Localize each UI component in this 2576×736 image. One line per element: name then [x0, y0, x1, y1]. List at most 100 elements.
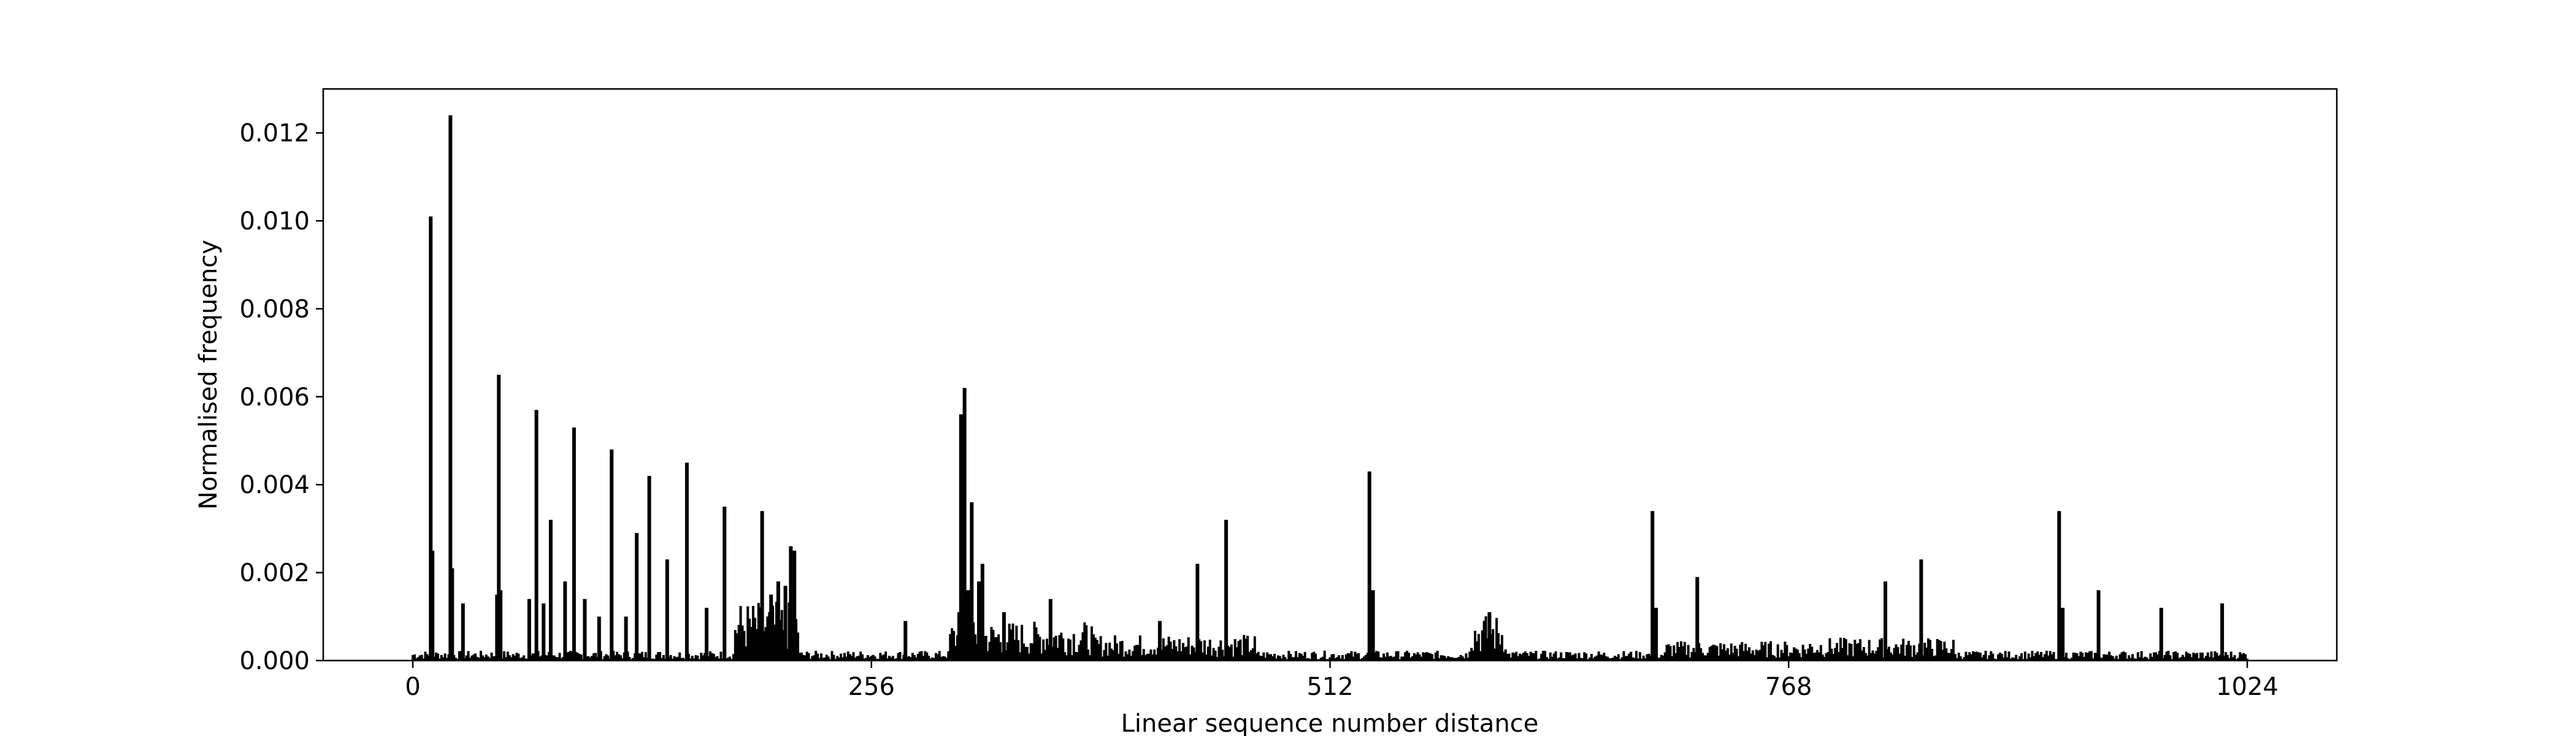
bar — [1346, 653, 1349, 661]
bar — [1968, 652, 1971, 661]
bar — [1633, 657, 1636, 661]
bar — [718, 658, 721, 661]
bar-peak — [962, 388, 967, 661]
bar-peak — [980, 564, 984, 661]
bar — [1953, 654, 1957, 661]
bar — [1219, 640, 1222, 661]
bar — [445, 657, 448, 661]
bar — [1253, 636, 1256, 661]
bar — [1906, 645, 1908, 661]
bar — [816, 653, 819, 661]
bar — [474, 653, 477, 661]
bar — [1387, 656, 1390, 661]
bar — [1087, 650, 1090, 661]
bar — [2131, 654, 2134, 661]
bar — [1185, 646, 1188, 661]
bar — [1135, 645, 1138, 661]
bar — [943, 656, 946, 661]
bar — [1138, 635, 1141, 661]
bar — [1241, 655, 1244, 661]
bar — [1980, 657, 1984, 661]
bar — [587, 656, 590, 661]
bar — [1513, 653, 1516, 661]
bar — [1679, 641, 1682, 661]
bar — [1936, 638, 1939, 661]
bar — [1452, 657, 1455, 661]
bar — [745, 646, 748, 661]
bar — [1210, 655, 1213, 661]
bar — [1544, 651, 1546, 661]
bar — [836, 656, 839, 661]
bar — [2194, 653, 2197, 661]
bar — [1391, 657, 1394, 661]
bar — [1389, 656, 1392, 661]
bar — [1106, 655, 1110, 661]
bar — [1237, 641, 1240, 661]
bar — [1791, 653, 1794, 661]
bar — [1097, 644, 1100, 661]
bar — [1443, 656, 1446, 661]
bar — [443, 653, 447, 661]
bar — [1386, 652, 1389, 661]
bar — [1167, 637, 1170, 661]
bar-peak — [635, 533, 639, 661]
bar — [1384, 656, 1387, 661]
bar — [1930, 648, 1933, 661]
bar-peak — [2057, 511, 2061, 661]
bar — [2129, 657, 2133, 661]
bar — [1704, 655, 1708, 661]
bar — [1190, 645, 1194, 661]
bar — [2212, 657, 2215, 661]
bar — [1355, 653, 1359, 661]
bar — [1934, 655, 1937, 661]
bar — [560, 658, 563, 661]
bar — [2242, 653, 2245, 661]
bar — [1869, 653, 1873, 661]
bar — [680, 657, 683, 661]
bar — [1568, 652, 1571, 661]
bar — [1216, 657, 1219, 661]
bar — [1040, 653, 1043, 661]
bar — [1175, 646, 1178, 661]
bar — [832, 654, 835, 661]
bar — [1271, 656, 1275, 661]
bar — [1472, 650, 1475, 661]
bar — [1354, 651, 1357, 661]
bar — [2176, 653, 2179, 661]
y-tick-label: 0.000 — [239, 647, 310, 675]
bar — [1208, 640, 1211, 661]
bar — [1517, 656, 1520, 661]
bar — [483, 657, 486, 661]
bar — [1495, 618, 1498, 661]
bar — [911, 653, 914, 661]
bar — [2002, 657, 2005, 661]
bar — [1566, 652, 1570, 661]
bar — [1819, 645, 1822, 661]
bar — [843, 653, 846, 661]
bar — [1927, 638, 1930, 661]
bar — [1674, 653, 1677, 661]
bar — [1551, 656, 1554, 661]
bar — [2245, 658, 2248, 661]
bar — [1094, 637, 1097, 661]
bar — [1581, 657, 1584, 661]
bar — [2108, 651, 2111, 661]
bar — [879, 653, 882, 661]
bar — [1706, 653, 1709, 661]
bar — [1506, 653, 1509, 661]
bar-peak — [1367, 471, 1371, 661]
bar — [1319, 657, 1322, 661]
bar — [1422, 652, 1425, 661]
bar — [845, 656, 848, 661]
bar — [1122, 656, 1125, 661]
bar — [1669, 646, 1672, 661]
bar — [416, 657, 420, 661]
bar — [1821, 654, 1824, 661]
bar — [1807, 648, 1810, 661]
bar — [2000, 653, 2003, 661]
bar — [1052, 637, 1056, 661]
bar — [1200, 641, 1203, 661]
bar — [580, 654, 583, 661]
bar-peak — [572, 427, 576, 661]
